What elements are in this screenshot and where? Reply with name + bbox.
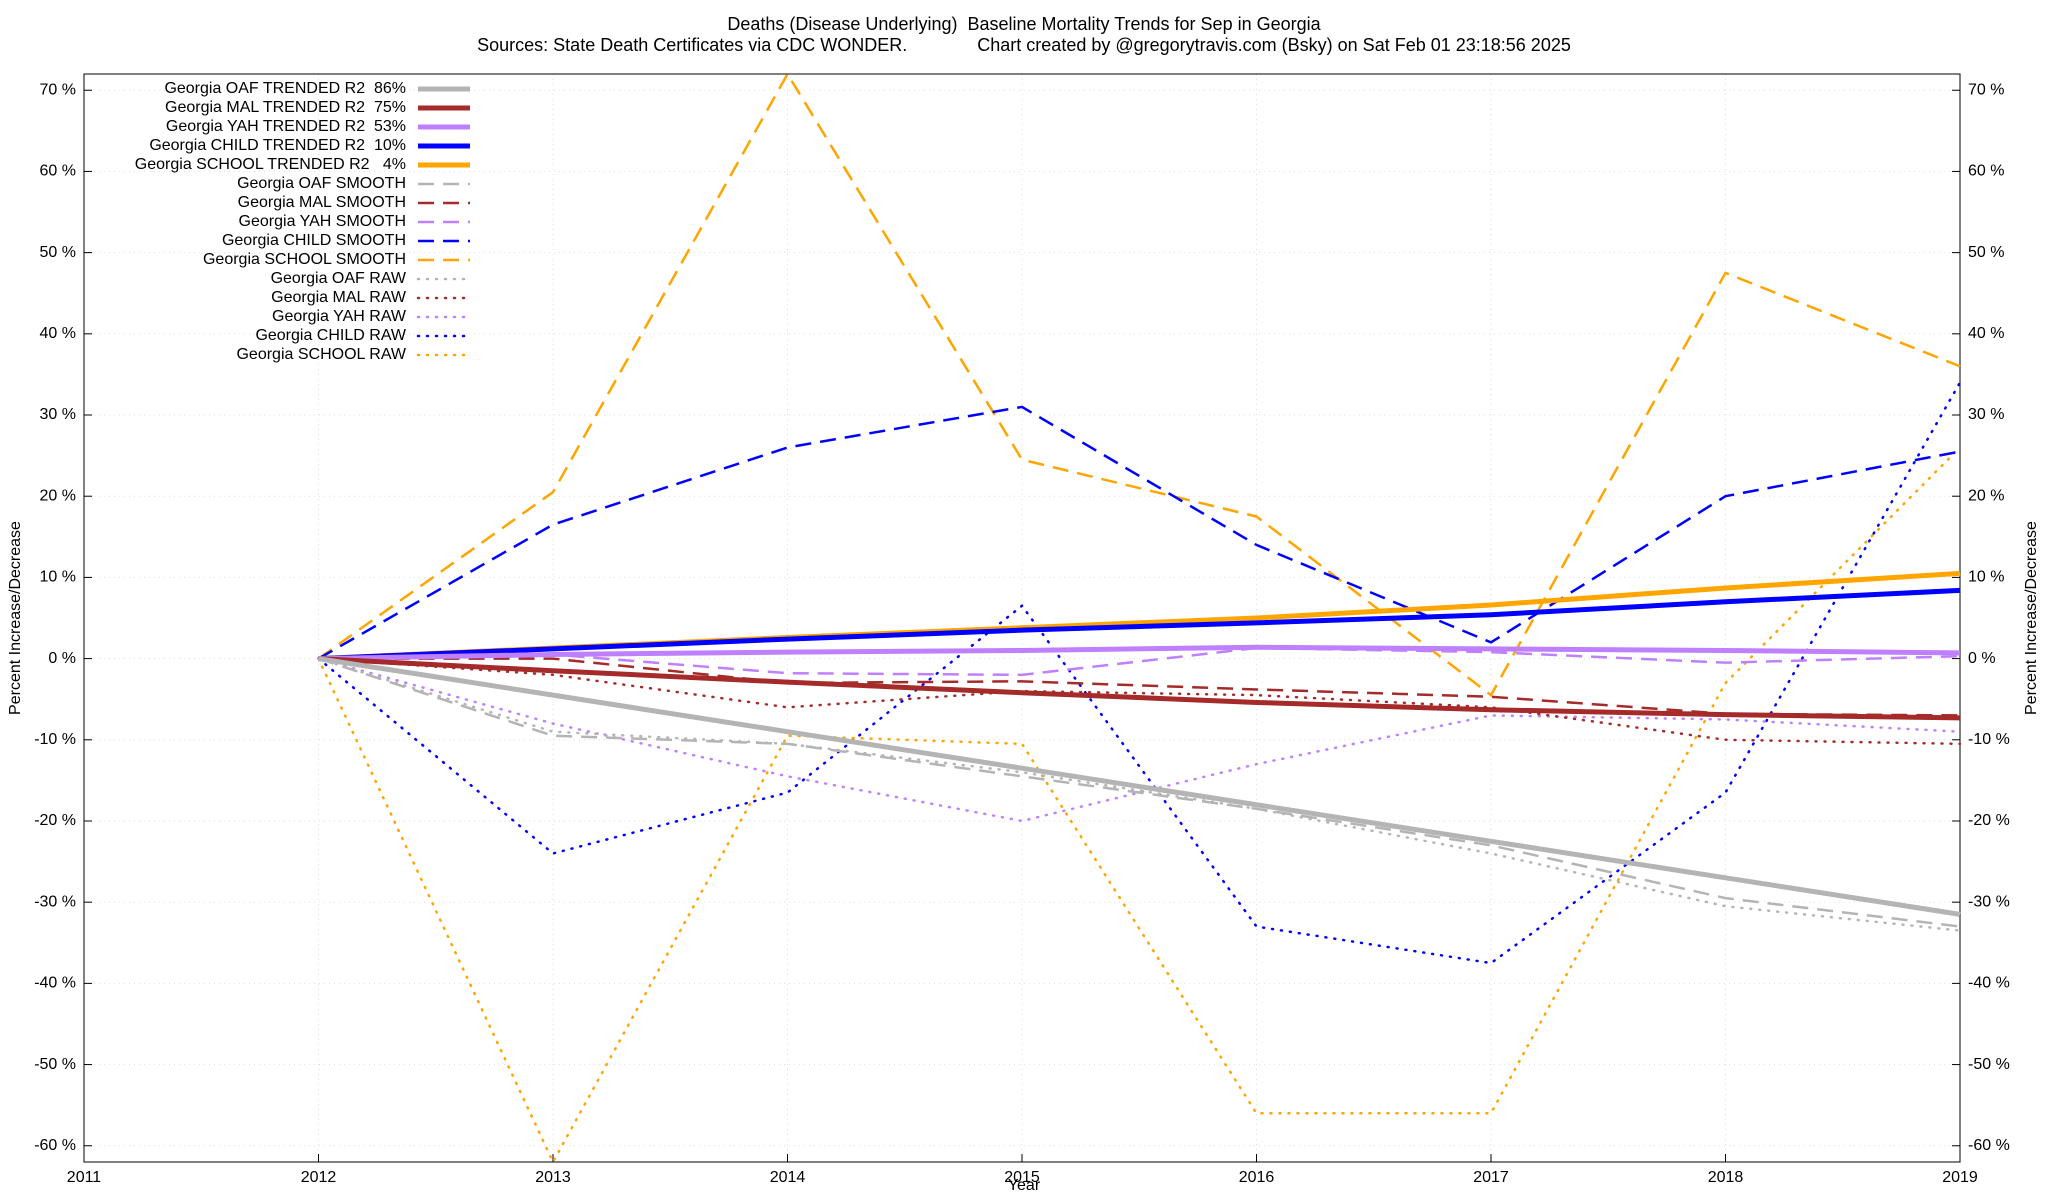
series-line	[318, 644, 1961, 662]
y2-tick-label: -30 %	[1968, 893, 2010, 910]
series-line	[318, 570, 1961, 662]
legend-label: Georgia YAH SMOOTH	[239, 213, 406, 230]
y-tick-label: -60 %	[34, 1137, 76, 1154]
y-tick-label: 60 %	[40, 163, 76, 180]
legend-label: Georgia OAF RAW	[271, 270, 407, 287]
y-tick-label: -50 %	[34, 1056, 76, 1073]
legend-label: Georgia CHILD TRENDED R2 10%	[149, 137, 406, 154]
y2-tick-label: 40 %	[1968, 325, 2004, 342]
series-line	[318, 587, 1961, 662]
y-tick-label: 20 %	[40, 487, 76, 504]
x-tick-label: 2014	[770, 1169, 806, 1186]
series-line	[318, 656, 1961, 917]
x-tick-label: 2017	[1473, 1169, 1509, 1186]
y2-tick-label: 20 %	[1968, 487, 2004, 504]
y-tick-label: 40 %	[40, 325, 76, 342]
y-tick-label: 30 %	[40, 406, 76, 423]
legend-label: Georgia OAF SMOOTH	[237, 175, 406, 192]
series-line	[317, 446, 1962, 1165]
y2-tick-label: 30 %	[1968, 406, 2004, 423]
plot-frame	[83, 73, 1961, 1163]
y2-tick-label: 0 %	[1968, 650, 1996, 667]
x-tick-label: 2013	[535, 1169, 571, 1186]
y-tick-label: 0 %	[48, 650, 76, 667]
y-tick-label: -10 %	[34, 731, 76, 748]
legend-label: Georgia MAL SMOOTH	[238, 194, 406, 211]
y-tick-label: 50 %	[40, 244, 76, 261]
legend-label: Georgia CHILD SMOOTH	[222, 232, 406, 249]
x-tick-label: 2016	[1239, 1169, 1275, 1186]
y2-tick-label: -20 %	[1968, 812, 2010, 829]
chart-subtitle: Sources: State Death Certificates via CD…	[477, 35, 1571, 55]
y-tick-label: 10 %	[40, 569, 76, 586]
y-tick-label: 70 %	[40, 81, 76, 98]
chart-title: Deaths (Disease Underlying) Baseline Mor…	[727, 14, 1321, 34]
legend-label: Georgia YAH TRENDED R2 53%	[166, 118, 406, 135]
legend-label: Georgia MAL TRENDED R2 75%	[165, 99, 406, 116]
y2-tick-label: 10 %	[1968, 569, 2004, 586]
legend-label: Georgia OAF TRENDED R2 86%	[164, 80, 406, 97]
legend-label: Georgia SCHOOL SMOOTH	[203, 251, 406, 268]
legend-label: Georgia SCHOOL TRENDED R2 4%	[135, 156, 406, 173]
y2-tick-label: -50 %	[1968, 1056, 2010, 1073]
legend-label: Georgia CHILD RAW	[255, 327, 406, 344]
y-axis-label: Percent Increase/Decrease	[7, 521, 24, 715]
x-tick-label: 2012	[301, 1169, 337, 1186]
legend-label: Georgia MAL RAW	[271, 289, 407, 306]
y2-tick-label: -40 %	[1968, 975, 2010, 992]
x-tick-label: 2015	[1004, 1169, 1040, 1186]
y2-tick-label: 50 %	[1968, 244, 2004, 261]
x-tick-label: 2018	[1708, 1169, 1744, 1186]
y2-axis-label: Percent Increase/Decrease	[2023, 521, 2040, 715]
y-tick-label: -40 %	[34, 975, 76, 992]
y2-tick-label: 60 %	[1968, 163, 2004, 180]
legend-label: Georgia SCHOOL RAW	[236, 346, 406, 363]
y-tick-label: -30 %	[34, 893, 76, 910]
series-line	[318, 656, 1961, 721]
series-line	[318, 657, 1961, 928]
series-line	[317, 405, 1961, 660]
x-axis-label: Year	[1008, 1177, 1041, 1194]
x-tick-label: 2011	[67, 1169, 102, 1186]
x-tick-label: 2019	[1942, 1169, 1978, 1186]
series-line	[317, 381, 1962, 965]
y2-tick-label: -60 %	[1968, 1137, 2010, 1154]
y-tick-label: -20 %	[34, 812, 76, 829]
legend-label: Georgia YAH RAW	[272, 308, 407, 325]
y2-tick-label: 70 %	[1968, 81, 2004, 98]
series-line	[317, 71, 1961, 698]
y2-tick-label: -10 %	[1968, 731, 2010, 748]
